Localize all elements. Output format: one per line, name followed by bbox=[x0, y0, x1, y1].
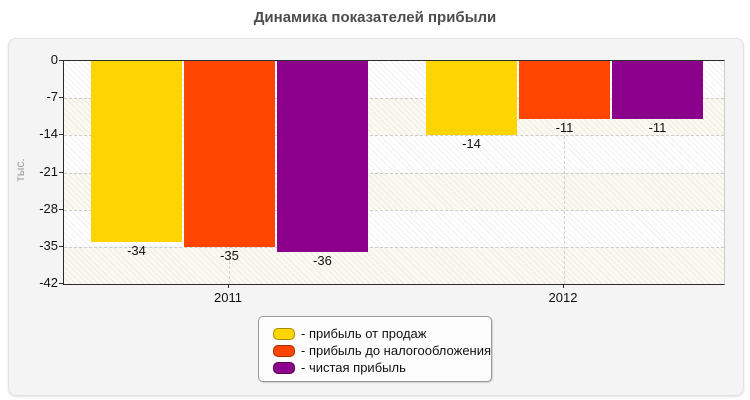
y-axis-tick-mark bbox=[59, 246, 63, 247]
bar-value-label: -14 bbox=[462, 136, 481, 151]
bar-value-label: -35 bbox=[220, 248, 239, 263]
legend-swatch-icon bbox=[273, 327, 295, 340]
y-axis-tick-label: -42 bbox=[39, 275, 58, 290]
y-axis-tick-label: 0 bbox=[50, 52, 58, 67]
legend-item: - чистая прибыль bbox=[273, 359, 491, 376]
bar-2011-series-3 bbox=[277, 61, 368, 252]
horizontal-gridline bbox=[64, 135, 724, 137]
y-axis-tick-label: -35 bbox=[39, 237, 58, 253]
bar-2012-series-3 bbox=[612, 61, 703, 119]
y-axis-tick-mark bbox=[59, 209, 63, 210]
horizontal-gridline bbox=[64, 172, 724, 174]
legend-label: - чистая прибыль bbox=[301, 360, 406, 375]
y-axis-tick-mark bbox=[59, 97, 63, 98]
y-axis-tick-label: -21 bbox=[39, 163, 58, 179]
bar-value-label: -11 bbox=[648, 120, 667, 135]
y-axis-tick-label: -7 bbox=[46, 89, 58, 105]
horizontal-gridline bbox=[64, 98, 724, 100]
bar-value-label: -11 bbox=[555, 120, 574, 135]
vertical-gridline bbox=[564, 61, 565, 284]
horizontal-gridline bbox=[64, 246, 724, 248]
y-axis-tick-label: -14 bbox=[39, 126, 58, 142]
legend-swatch-icon bbox=[273, 344, 295, 357]
legend-label: - прибыль до налогообложения bbox=[301, 343, 492, 358]
chart-title: Динамика показателей прибыли bbox=[253, 9, 497, 26]
legend-box: - прибыль от продаж - прибыль до налогооб… bbox=[258, 316, 492, 382]
y-axis-tick-mark bbox=[59, 172, 63, 173]
bar-2012-series-2 bbox=[519, 61, 610, 119]
bar-2011-series-2 bbox=[184, 61, 275, 247]
legend-label: - прибыль от продаж bbox=[301, 326, 427, 341]
horizontal-gridline bbox=[64, 209, 724, 211]
y-axis-tick-mark bbox=[59, 283, 63, 284]
bar-2012-series-1 bbox=[426, 61, 517, 135]
bar-2011-series-1 bbox=[91, 61, 182, 242]
y-axis-tick-label: -28 bbox=[39, 200, 58, 216]
legend-item: - прибыль от продаж bbox=[273, 325, 491, 342]
x-axis-category-label: 2012 bbox=[548, 290, 578, 305]
x-axis-tick-mark bbox=[563, 284, 564, 288]
y-axis-tick-mark bbox=[59, 60, 63, 61]
plot-area: -34 -35 -36 -14 -11 -11 bbox=[63, 60, 725, 285]
x-axis-category-label: 2011 bbox=[214, 290, 242, 305]
legend-item: - прибыль до налогообложения bbox=[273, 342, 491, 359]
bar-value-label: -36 bbox=[313, 253, 332, 268]
x-axis-tick-mark bbox=[228, 284, 229, 288]
y-axis-tick-mark bbox=[59, 134, 63, 135]
bar-value-label: -34 bbox=[127, 243, 146, 258]
legend-swatch-icon bbox=[273, 361, 295, 374]
